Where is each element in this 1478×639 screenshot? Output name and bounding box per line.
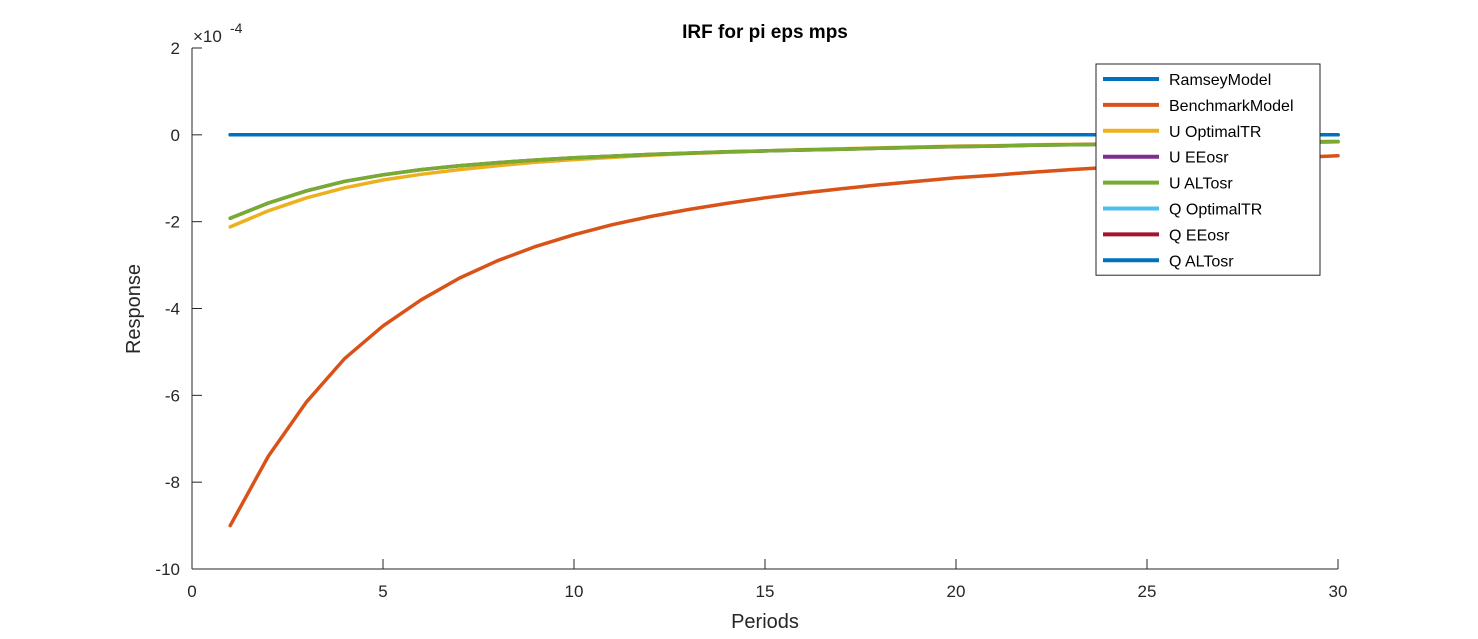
legend-entry-label: U EEosr (1169, 150, 1229, 167)
legend-box (1095, 63, 1321, 276)
y-tick-label: -2 (165, 213, 180, 232)
legend-entry-label: BenchmarkModel (1169, 98, 1294, 115)
chart-title: IRF for pi eps mps (682, 22, 848, 43)
y-tick-labels: 2 0 -2 -4 -6 -8 -10 (155, 39, 180, 579)
x-tick-label: 20 (947, 582, 966, 601)
legend-entry-label: Q EEosr (1169, 227, 1230, 244)
y-tick-label: -8 (165, 473, 180, 492)
legend-entry-label: Q ALTosr (1169, 253, 1234, 270)
x-tick-label: 15 (756, 582, 775, 601)
y-exponent: ×10 -4 (193, 20, 243, 46)
x-tick-label: 5 (378, 582, 387, 601)
legend-entry-label: RamseyModel (1169, 72, 1271, 89)
y-exponent-base: ×10 (193, 27, 222, 46)
y-tick-label: 0 (171, 126, 180, 145)
legend-entry-label: Q OptimalTR (1169, 202, 1262, 219)
y-tick-label: -6 (165, 386, 180, 405)
y-tick-label: 2 (171, 39, 180, 58)
x-tick-label: 10 (565, 582, 584, 601)
y-tick-label: -10 (155, 560, 180, 579)
x-tick-labels: 0 5 10 15 20 25 30 (187, 582, 1347, 601)
plot-axes (191, 47, 1339, 570)
y-exponent-power: -4 (230, 20, 243, 36)
legend-entry-label: U ALTosr (1169, 176, 1233, 193)
legend: RamseyModel BenchmarkModel U OptimalTR U EE… (1095, 63, 1321, 276)
x-tick-label: 25 (1138, 582, 1157, 601)
x-tick-label: 0 (187, 582, 196, 601)
x-axis-label: Periods (731, 611, 799, 633)
y-axis-label: Response (123, 264, 145, 354)
legend-entry-label: U OptimalTR (1169, 124, 1261, 141)
y-tick-label: -4 (165, 300, 180, 319)
x-tick-label: 30 (1329, 582, 1348, 601)
